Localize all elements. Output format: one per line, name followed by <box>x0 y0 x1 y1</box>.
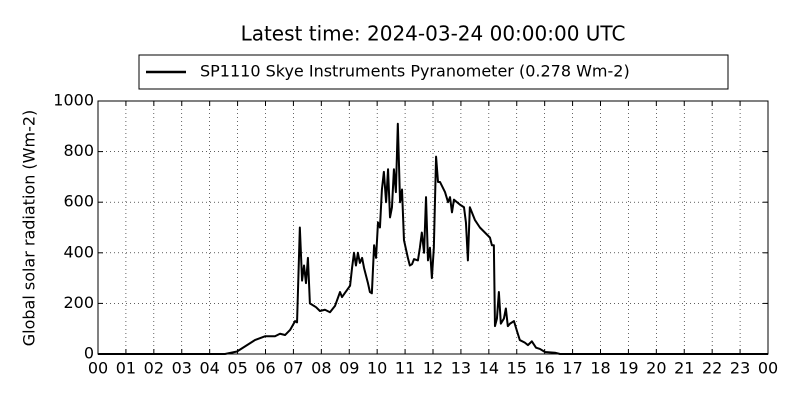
x-tick-label: 10 <box>367 359 387 378</box>
x-tick-label: 20 <box>646 359 666 378</box>
y-tick-label: 400 <box>63 242 94 261</box>
x-tick-label: 18 <box>590 359 610 378</box>
x-tick-label: 03 <box>172 359 192 378</box>
x-tick-label: 21 <box>674 359 694 378</box>
y-axis-label: Global solar radiation (Wm-2) <box>20 110 39 347</box>
y-tick-label: 800 <box>63 141 94 160</box>
x-tick-label: 23 <box>730 359 750 378</box>
data-line <box>98 122 768 355</box>
x-tick-label: 07 <box>283 359 303 378</box>
legend-label: SP1110 Skye Instruments Pyranometer (0.2… <box>200 62 630 81</box>
x-tick-label: 22 <box>702 359 722 378</box>
x-tick-label: 11 <box>395 359 415 378</box>
y-tick-label: 600 <box>63 192 94 211</box>
x-tick-label: 15 <box>507 359 527 378</box>
legend-box <box>138 54 729 90</box>
x-tick-label: 00 <box>758 359 778 378</box>
y-tick-label: 1000 <box>53 91 94 110</box>
x-tick-label: 16 <box>534 359 554 378</box>
x-tick-label: 04 <box>199 359 219 378</box>
x-tick-label: 14 <box>479 359 499 378</box>
plot-frame <box>97 100 769 355</box>
chart-title: Latest time: 2024-03-24 00:00:00 UTC <box>241 22 626 46</box>
x-tick-label: 05 <box>227 359 247 378</box>
x-tick-label: 12 <box>423 359 443 378</box>
x-tick-label: 17 <box>562 359 582 378</box>
x-tick-label: 06 <box>255 359 275 378</box>
y-tick-label: 200 <box>63 293 94 312</box>
x-tick-label: 13 <box>451 359 471 378</box>
x-tick-label: 08 <box>311 359 331 378</box>
legend: SP1110 Skye Instruments Pyranometer (0.2… <box>138 54 729 90</box>
x-tick-label: 01 <box>116 359 136 378</box>
x-tick-label: 19 <box>618 359 638 378</box>
y-tick-label: 0 <box>84 344 94 363</box>
x-tick-label: 09 <box>339 359 359 378</box>
x-tick-label: 00 <box>88 359 108 378</box>
x-tick-label: 02 <box>144 359 164 378</box>
